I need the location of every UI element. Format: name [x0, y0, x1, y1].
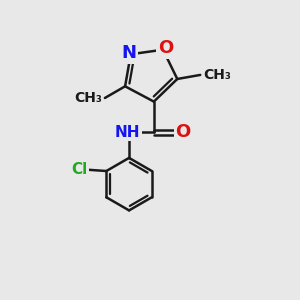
Text: CH₃: CH₃	[74, 91, 102, 105]
Text: Cl: Cl	[71, 162, 87, 177]
Text: N: N	[121, 44, 136, 62]
Text: O: O	[158, 39, 173, 57]
Text: NH: NH	[115, 125, 140, 140]
Text: O: O	[176, 123, 190, 141]
Text: CH₃: CH₃	[203, 68, 231, 82]
